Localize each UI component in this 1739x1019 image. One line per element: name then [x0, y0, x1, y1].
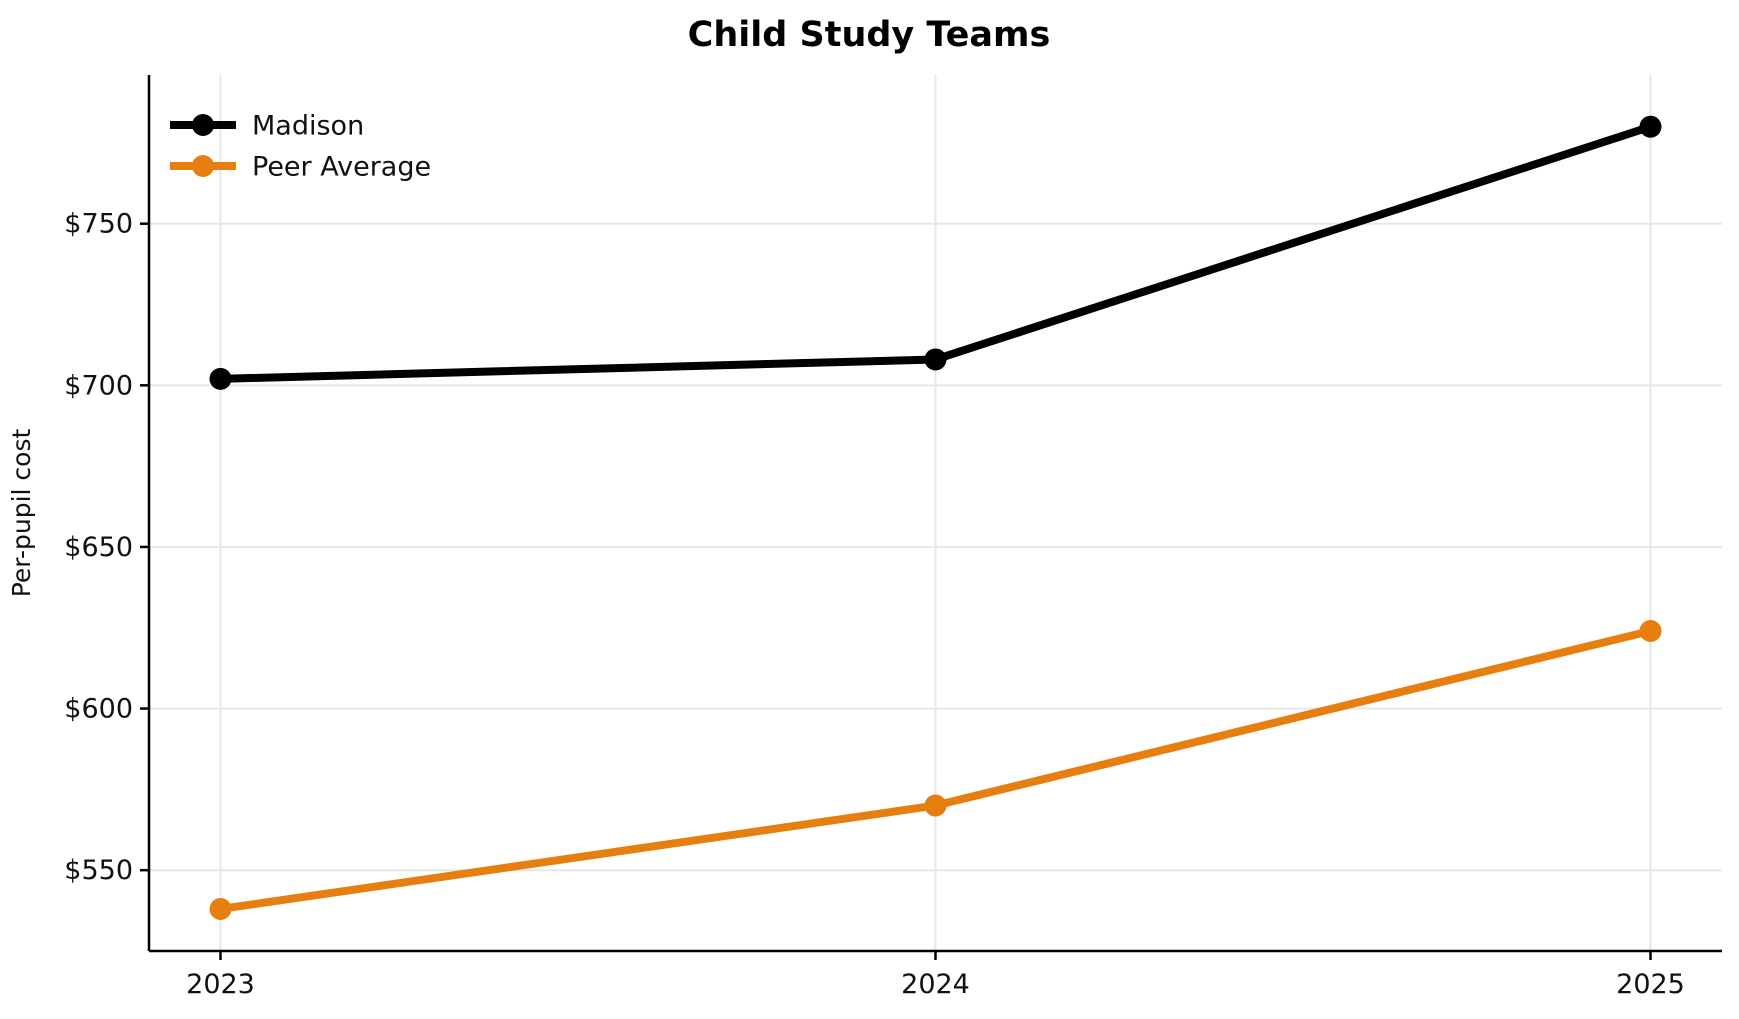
x-tick-label: 2025 — [1616, 969, 1685, 1000]
y-tick-label: $750 — [64, 209, 133, 240]
y-tick-label: $600 — [64, 694, 133, 725]
y-tick-label: $700 — [64, 370, 133, 401]
gridlines — [149, 75, 1722, 951]
legend-marker-peer-average — [192, 155, 214, 177]
legend-item-peer-average: Peer Average — [170, 151, 431, 182]
y-tick-labels: $550 $600 $650 $700 $750 — [64, 209, 133, 886]
axes — [140, 75, 1722, 960]
x-tick-labels: 2023 2024 2025 — [186, 969, 1685, 1000]
chart-title: Child Study Teams — [688, 15, 1051, 55]
data-point-peer-average — [1639, 619, 1662, 642]
data-point-peer-average — [924, 794, 947, 817]
legend-marker-madison — [192, 114, 214, 136]
y-axis-label: Per-pupil cost — [7, 429, 36, 598]
data-point-madison — [924, 348, 947, 371]
legend-item-madison: Madison — [170, 110, 364, 141]
legend-label-madison: Madison — [252, 110, 364, 141]
data-point-madison — [1639, 115, 1662, 138]
legend: Madison Peer Average — [170, 110, 431, 182]
data-point-peer-average — [209, 897, 232, 920]
data-point-madison — [209, 367, 232, 390]
y-tick-label: $550 — [64, 855, 133, 886]
y-tick-label: $650 — [64, 532, 133, 563]
x-tick-label: 2023 — [186, 969, 255, 1000]
x-tick-label: 2024 — [901, 969, 970, 1000]
series-layer — [209, 115, 1662, 920]
legend-label-peer-average: Peer Average — [252, 151, 431, 182]
